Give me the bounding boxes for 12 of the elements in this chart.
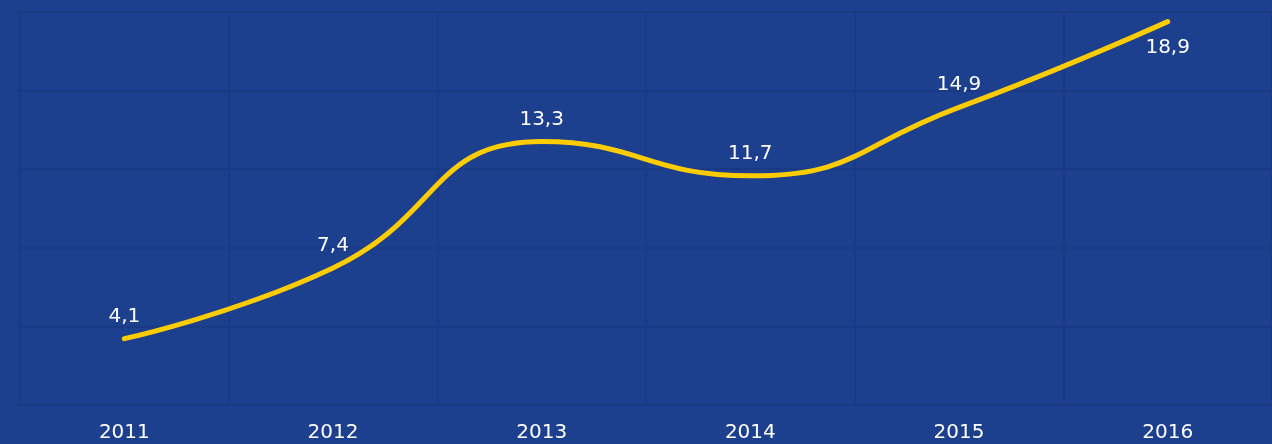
x-tick-label: 2014 [724,419,776,443]
x-tick-label: 2011 [98,419,150,443]
data-label: 7,4 [317,231,349,256]
data-label: 11,7 [728,139,773,164]
x-tick-label: 2016 [1142,419,1194,443]
data-label: 18,9 [1145,33,1190,58]
data-label: 14,9 [936,71,982,96]
x-tick-label: 2015 [933,419,985,443]
data-label: 13,3 [519,105,564,130]
x-tick-label: 2013 [516,419,568,443]
x-tick-label: 2012 [307,419,359,443]
data-label: 4,1 [108,302,141,327]
